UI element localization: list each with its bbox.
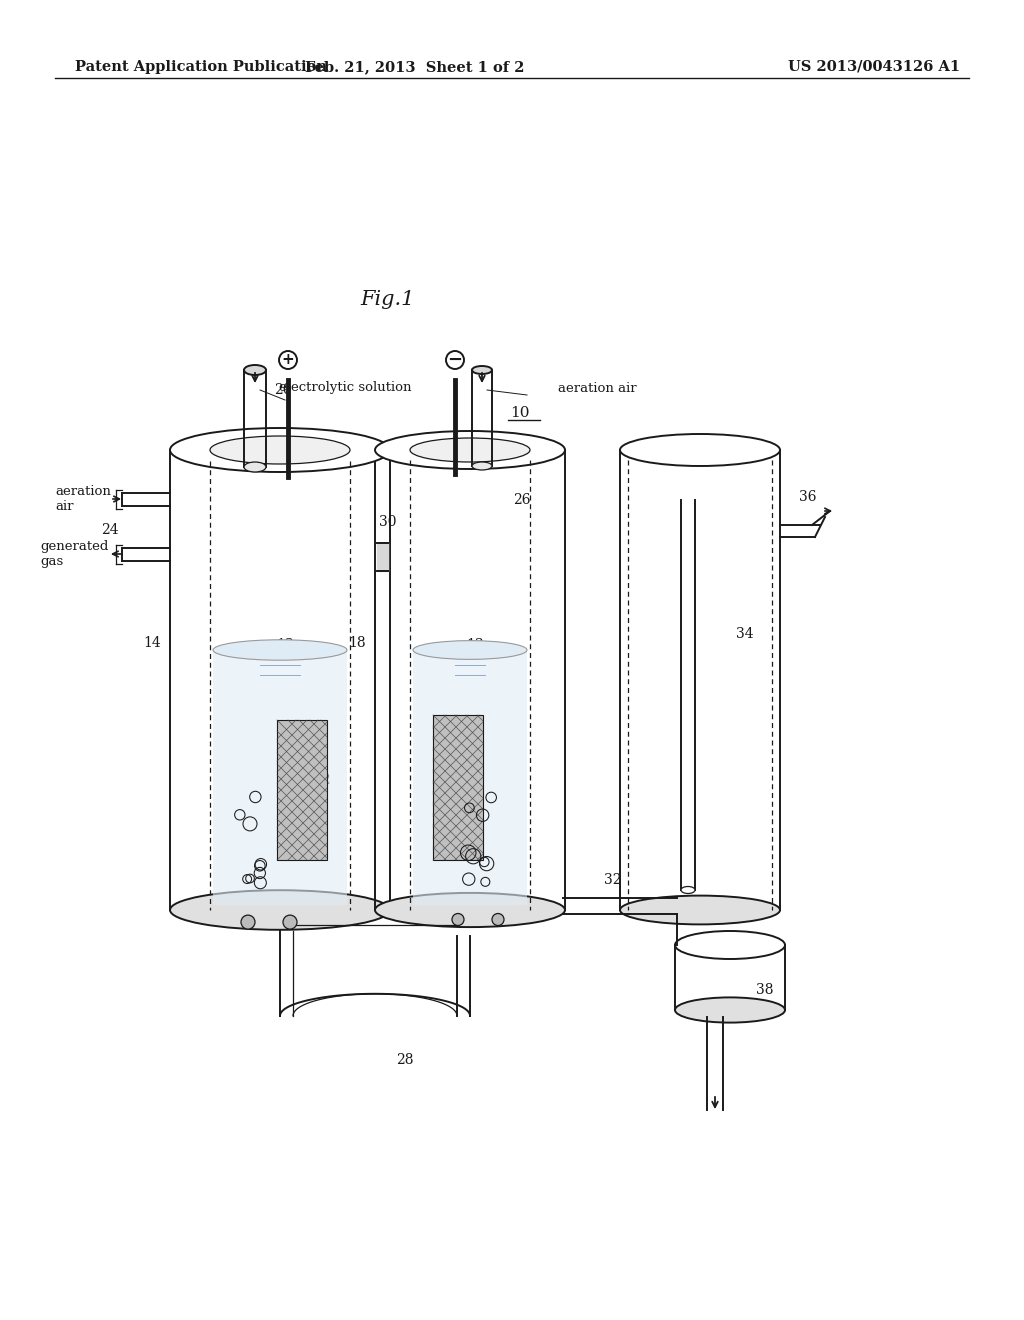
Text: aeration
air: aeration air [55,484,111,513]
Text: electrolytic solution: electrolytic solution [279,381,412,395]
Text: 18: 18 [348,636,366,651]
Ellipse shape [620,895,780,924]
Ellipse shape [620,434,780,466]
Ellipse shape [472,462,492,470]
Text: 30: 30 [379,515,396,529]
Circle shape [241,915,255,929]
Text: US 2013/0043126 A1: US 2013/0043126 A1 [787,59,961,74]
Ellipse shape [170,428,390,473]
Text: 20: 20 [274,383,292,397]
Text: 16: 16 [441,774,459,787]
Text: 10: 10 [510,407,529,420]
Ellipse shape [244,462,266,473]
Text: 14: 14 [143,636,161,651]
Bar [278,719,327,861]
Text: 26: 26 [513,492,530,507]
Text: 13: 13 [276,638,294,652]
Text: Fig.1: Fig.1 [360,290,415,309]
Ellipse shape [472,366,492,374]
Ellipse shape [675,998,785,1023]
Text: +: + [282,352,294,367]
Text: 13: 13 [466,638,483,652]
Ellipse shape [170,890,390,929]
Text: Patent Application Publication: Patent Application Publication [75,59,327,74]
Text: 22: 22 [246,461,264,475]
Text: 32: 32 [604,873,622,887]
Polygon shape [413,649,527,906]
Text: −: − [447,351,463,370]
Text: aeration air: aeration air [558,381,636,395]
Ellipse shape [375,892,565,927]
Ellipse shape [681,887,695,894]
Ellipse shape [675,931,785,960]
Circle shape [492,913,504,925]
Text: 38: 38 [757,983,774,997]
Ellipse shape [279,351,297,370]
Ellipse shape [375,432,565,469]
Text: 36: 36 [800,490,817,504]
Text: 28: 28 [396,1053,414,1067]
Text: generated
gas: generated gas [40,540,109,568]
Ellipse shape [413,640,527,660]
Ellipse shape [213,640,347,660]
Text: 24: 24 [101,523,119,537]
Bar [433,715,483,861]
Polygon shape [213,649,347,906]
Circle shape [452,913,464,925]
Text: 34: 34 [736,627,754,642]
Circle shape [283,915,297,929]
Ellipse shape [210,436,350,465]
Text: Feb. 21, 2013  Sheet 1 of 2: Feb. 21, 2013 Sheet 1 of 2 [305,59,524,74]
Text: 12: 12 [313,774,331,787]
Ellipse shape [244,366,266,375]
Ellipse shape [446,351,464,370]
Ellipse shape [410,438,530,462]
